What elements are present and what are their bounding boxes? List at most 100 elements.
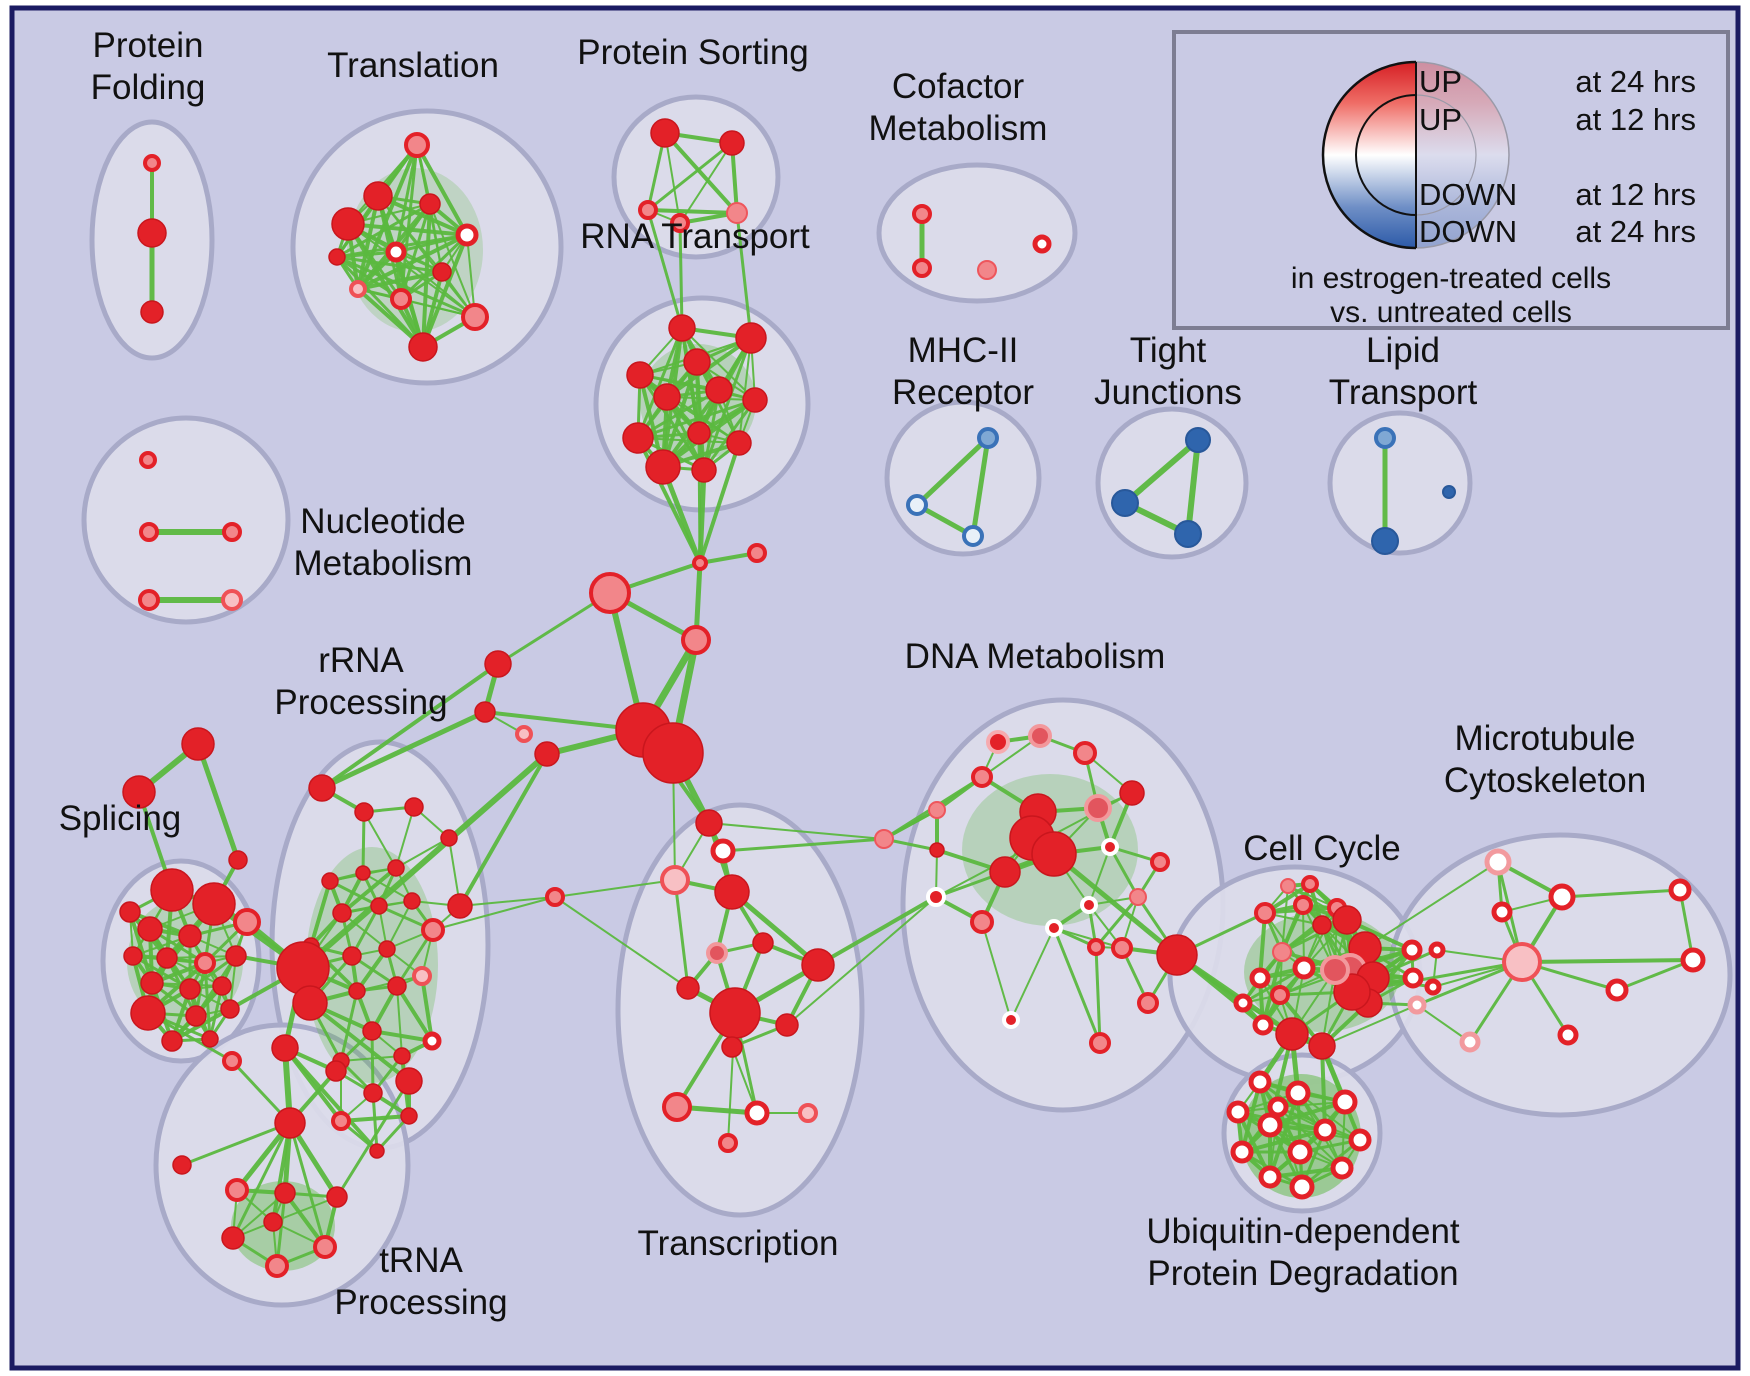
network-edge <box>271 1121 292 1224</box>
network-node-trna <box>271 1034 299 1062</box>
network-edge <box>328 879 381 908</box>
network-node-dna <box>971 766 993 788</box>
network-node-microtubule <box>1548 883 1576 911</box>
network-edge <box>459 896 556 907</box>
network-edge <box>1051 851 1180 958</box>
network-node-splicing <box>122 775 156 809</box>
network-node-microtubule <box>1502 942 1542 982</box>
network-edge <box>882 808 939 841</box>
legend-time-label: at 12 hrs <box>1575 102 1696 137</box>
network-node-ubiquitin <box>1285 1080 1311 1106</box>
network-node-central <box>642 722 704 784</box>
legend-footer-line2: vs. untreated cells <box>1330 296 1572 329</box>
network-edge <box>1416 1004 1471 1043</box>
network-node-dna <box>1089 1032 1111 1054</box>
network-node-lipid <box>1374 427 1396 449</box>
network-edge <box>309 879 332 948</box>
network-node-cellcycle <box>1312 915 1332 935</box>
network-node-dna <box>1129 888 1147 906</box>
network-node-dna <box>1084 794 1112 822</box>
network-edge <box>346 222 469 237</box>
network-node-protein-sorting <box>650 118 680 148</box>
cluster-label-splicing: Splicing <box>59 799 182 838</box>
network-edge <box>356 233 469 291</box>
cluster-label-tight: Tight Junctions <box>1094 331 1242 412</box>
network-edge <box>1240 1128 1327 1154</box>
network-node-translation <box>432 262 452 282</box>
network-node-dna <box>1073 741 1097 765</box>
network-node-trna <box>395 1067 423 1095</box>
network-node-splicing <box>150 868 194 912</box>
network-node-splicing <box>178 924 202 948</box>
network-edge <box>636 326 684 440</box>
network-node-protein-sorting <box>670 213 690 233</box>
network-edge <box>1122 437 1201 506</box>
network-node-splicing <box>181 727 215 761</box>
network-node-rrna <box>484 650 512 678</box>
network-edge <box>458 752 549 908</box>
network-edge <box>1268 1091 1300 1179</box>
network-edge <box>981 921 1012 1021</box>
network-edge <box>1364 861 1499 949</box>
network-node-trna <box>265 1254 289 1278</box>
network-node-transcription <box>676 976 700 1000</box>
network-edge <box>335 1079 411 1199</box>
network-edge <box>395 984 434 1043</box>
network-node-cellcycle <box>1272 942 1292 962</box>
network-node-rrna <box>545 887 565 907</box>
network-node-splicing <box>201 1030 219 1048</box>
network-node-transcription <box>801 948 835 982</box>
cluster-label-microtubule: Microtubule Cytoskeleton <box>1444 719 1646 800</box>
network-node-cellcycle <box>1333 973 1371 1011</box>
network-node-rrna <box>421 918 445 942</box>
network-node-translation <box>419 193 441 215</box>
cluster-label-cellcycle: Cell Cycle <box>1243 829 1401 868</box>
network-node-ubiquitin <box>1348 1128 1372 1152</box>
cluster-label-ubiquitin: Ubiquitin-dependent Protein Degradation <box>1146 1212 1460 1293</box>
network-node-rrna <box>321 872 339 890</box>
network-edge <box>340 1055 403 1062</box>
network-edge <box>729 889 821 968</box>
network-node-ubiquitin <box>1226 1100 1250 1124</box>
network-node-rrna <box>369 1143 385 1159</box>
network-edge <box>1268 1166 1344 1179</box>
network-node-cellcycle <box>1252 1014 1274 1036</box>
network-node-dna <box>970 910 994 934</box>
network-node-dna <box>986 730 1010 754</box>
network-edge <box>395 837 450 869</box>
network-node-microtubule <box>1680 947 1706 973</box>
network-node-protein-sorting <box>726 202 748 224</box>
network-node-ubiquitin <box>1313 1118 1337 1142</box>
legend-dir-label: DOWN <box>1419 177 1518 212</box>
network-edge <box>673 878 690 990</box>
network-node-cellcycle <box>1401 939 1423 961</box>
network-node-rrna <box>276 941 330 995</box>
network-edge <box>1052 926 1102 1045</box>
network-node-transcription <box>660 865 690 895</box>
network-edge <box>339 989 359 1063</box>
network-node-ubiquitin <box>1267 1096 1289 1118</box>
network-node-ubiquitin <box>1287 1139 1313 1165</box>
network-node-dna <box>1031 831 1077 877</box>
network-node-transcription <box>695 809 723 837</box>
network-node-cofactor <box>912 204 932 224</box>
network-edge <box>288 1121 327 1249</box>
network-node-cellcycle <box>1332 905 1362 935</box>
legend-dir-label: UP <box>1419 64 1463 99</box>
cluster-label-dna: DNA Metabolism <box>905 637 1166 676</box>
network-edge <box>663 131 739 215</box>
network-node-ubiquitin <box>1289 1174 1315 1200</box>
network-node-dna <box>874 829 894 849</box>
network-node-rna-transport <box>668 314 696 342</box>
network-edge <box>231 1121 292 1240</box>
network-node-rrna <box>363 1083 383 1103</box>
network-edge <box>195 741 241 863</box>
network-node-splicing <box>194 952 216 974</box>
network-edge <box>678 221 684 330</box>
network-node-cellcycle <box>1254 902 1276 924</box>
network-edge <box>1320 1044 1327 1132</box>
network-node-translation <box>461 303 489 331</box>
network-node-rrna <box>400 1107 418 1125</box>
network-edge <box>283 1046 379 1153</box>
network-node-translation <box>328 248 346 266</box>
